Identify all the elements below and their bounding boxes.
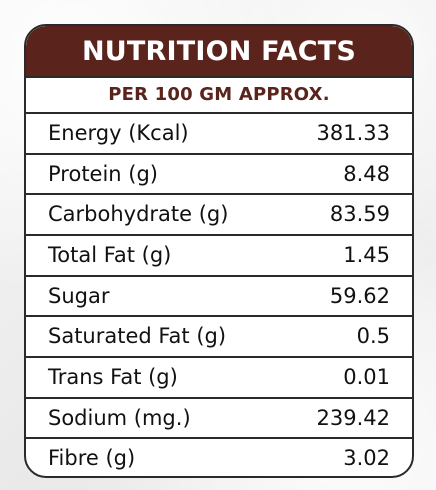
row-label: Carbohydrate (g) — [48, 202, 229, 227]
table-row: Energy (Kcal) 381.33 — [26, 114, 412, 155]
title: NUTRITION FACTS — [81, 36, 357, 67]
row-label: Sugar — [48, 283, 110, 308]
row-value: 8.48 — [343, 161, 390, 186]
row-value: 381.33 — [316, 120, 390, 145]
table-row: Fibre (g) 3.02 — [26, 439, 412, 476]
table-row: Saturated Fat (g) 0.5 — [26, 317, 412, 359]
table-row: Total Fat (g) 1.45 — [26, 236, 412, 277]
row-value: 83.59 — [329, 202, 390, 227]
row-label: Fibre (g) — [48, 446, 136, 471]
row-label: Protein (g) — [48, 161, 159, 186]
row-value: 59.62 — [329, 283, 390, 308]
row-label: Total Fat (g) — [48, 242, 172, 267]
row-label: Saturated Fat (g) — [48, 324, 227, 349]
subheader-bar: PER 100 GM APPROX. — [26, 78, 412, 114]
subtitle: PER 100 GM APPROX. — [108, 84, 330, 105]
table-row: Trans Fat (g) 0.01 — [26, 358, 412, 399]
nutrition-facts-card: NUTRITION FACTS PER 100 GM APPROX. Energ… — [24, 24, 414, 478]
table-row: Carbohydrate (g) 83.59 — [26, 195, 412, 237]
nutrition-table: Energy (Kcal) 381.33 Protein (g) 8.48 Ca… — [26, 114, 412, 476]
row-label: Energy (Kcal) — [48, 120, 189, 145]
row-value: 1.45 — [343, 242, 390, 267]
row-value: 3.02 — [343, 446, 390, 471]
table-row: Sodium (mg.) 239.42 — [26, 399, 412, 440]
row-value: 239.42 — [316, 405, 390, 430]
row-value: 0.01 — [343, 364, 390, 389]
table-row: Sugar 59.62 — [26, 277, 412, 318]
row-label: Sodium (mg.) — [48, 405, 191, 430]
row-label: Trans Fat (g) — [48, 364, 178, 389]
row-value: 0.5 — [356, 324, 390, 349]
table-row: Protein (g) 8.48 — [26, 155, 412, 196]
header-bar: NUTRITION FACTS — [26, 26, 412, 78]
